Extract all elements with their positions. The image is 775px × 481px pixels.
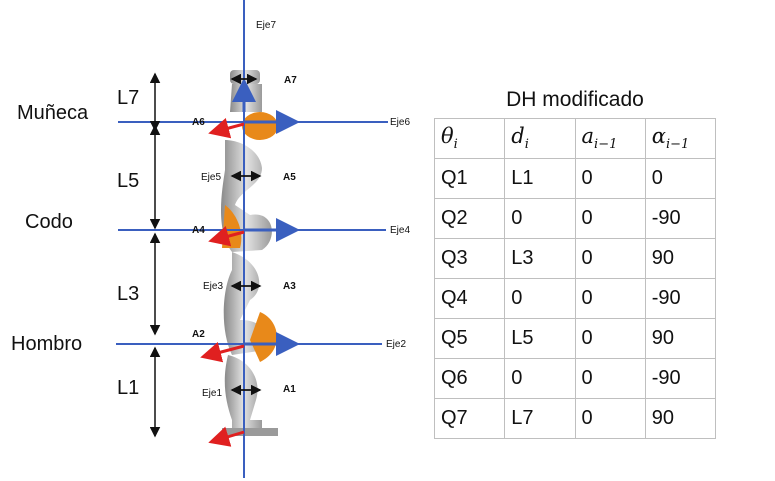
cell: Q5 [433,318,506,359]
cell: Q2 [433,198,506,239]
table-row: Q3 L3 0 90 [433,238,717,279]
cell: 90 [644,238,717,279]
a5-label: A5 [283,172,296,183]
l1-label: L1 [117,377,140,399]
l7-label: L7 [117,87,140,109]
cell: 0 [504,198,576,239]
header-theta: θi [433,118,506,159]
cell: 0 [574,238,646,279]
cell: 0 [574,158,646,199]
cell: 0 [574,318,646,359]
cell: Q6 [433,358,506,399]
header-d: di [504,118,576,159]
a1-label: A1 [283,384,296,395]
cell: -90 [644,198,717,239]
cell: L7 [504,398,576,439]
eje2-label: Eje2 [386,339,406,350]
red-frame-arrows [200,117,245,447]
a6-label: A6 [192,117,205,128]
table-row: Q4 0 0 -90 [433,278,717,319]
eje3-label: Eje3 [203,281,223,292]
table-row: Q2 0 0 -90 [433,198,717,239]
cell: Q4 [433,278,506,319]
l5-label: L5 [117,170,140,192]
cell: Q3 [433,238,506,279]
a7-label: A7 [284,75,297,86]
l3-label: L3 [117,283,140,305]
a4-label: A4 [192,225,205,236]
muneca-label: Muñeca [17,102,89,124]
eje5-label: Eje5 [201,172,221,183]
codo-label: Codo [25,211,73,233]
cell: L1 [504,158,576,199]
table-row: Q6 0 0 -90 [433,358,717,399]
hombro-label: Hombro [11,333,83,355]
cell: 0 [504,358,576,399]
cell: 90 [644,318,717,359]
table-row: Q1 L1 0 0 [433,158,717,199]
cell: Q1 [433,158,506,199]
a3-label: A3 [283,281,296,292]
a2-label: A2 [192,329,205,340]
eje4-label: Eje4 [390,225,410,236]
dh-table: θi di ai−1 αi−1 Q1 L1 0 0 Q2 0 0 -90 Q3 L3 0 90 Q… [433,118,717,439]
robot-arm [221,70,278,436]
table-header-row: θi di ai−1 αi−1 [433,118,717,159]
cell: -90 [644,358,717,399]
cell: 90 [644,398,717,439]
cell: L5 [504,318,576,359]
cell: 0 [504,278,576,319]
table-title: DH modificado [506,88,644,111]
table-row: Q7 L7 0 90 [433,398,717,439]
cell: Q7 [433,398,506,439]
cell: L3 [504,238,576,279]
eje7-label: Eje7 [256,20,276,31]
cell: 0 [574,198,646,239]
cell: 0 [574,398,646,439]
header-alpha: αi−1 [644,118,717,159]
cell: 0 [574,278,646,319]
eje6-label: Eje6 [390,117,410,128]
eje1-label: Eje1 [202,388,222,399]
cell: 0 [574,358,646,399]
table-row: Q5 L5 0 90 [433,318,717,359]
header-a: ai−1 [574,118,646,159]
rotation-indicators [230,73,262,396]
cell: 0 [644,158,717,199]
cell: -90 [644,278,717,319]
